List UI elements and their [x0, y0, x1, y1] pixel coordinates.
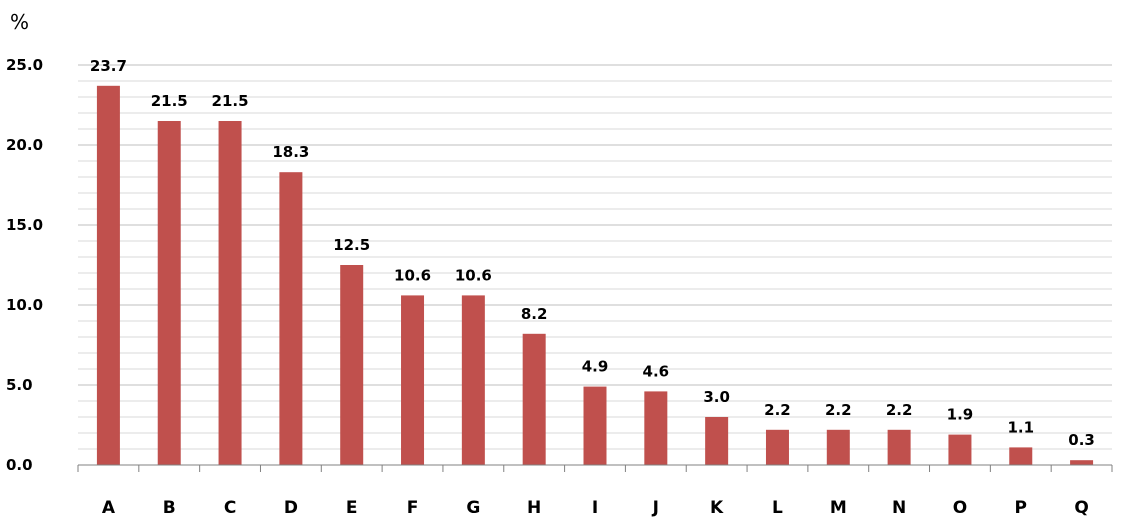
bar-f [401, 295, 425, 465]
bar-h [522, 333, 546, 465]
data-label: 21.5 [212, 92, 249, 110]
bar-m [826, 429, 850, 465]
category-label: I [592, 498, 598, 518]
bar-b [157, 121, 181, 465]
y-tick-label: 20.0 [6, 136, 43, 154]
x-axis-labels: A B C D E F G H I J K L M N O P Q [102, 498, 1089, 518]
category-label: O [953, 498, 967, 518]
data-label: 10.6 [394, 266, 431, 284]
category-label: N [892, 498, 906, 518]
data-label: 2.2 [764, 401, 791, 419]
data-label: 0.3 [1068, 431, 1095, 449]
category-label: H [527, 498, 541, 518]
category-label: J [652, 498, 659, 518]
bar-e [340, 265, 364, 465]
category-label: K [710, 498, 724, 518]
data-label: 23.7 [90, 57, 127, 75]
y-tick-label: 15.0 [6, 216, 43, 234]
bar-g [461, 295, 485, 465]
bar-a [96, 85, 120, 466]
data-label: 18.3 [272, 143, 309, 161]
category-label: F [407, 498, 419, 518]
data-label: 1.1 [1007, 418, 1034, 436]
bar-o [948, 434, 972, 465]
bar-l [765, 429, 789, 465]
category-label: P [1015, 498, 1027, 518]
y-axis-ticks: 0.0 5.0 10.0 15.0 20.0 25.0 [6, 56, 43, 474]
data-label: 21.5 [151, 92, 188, 110]
bar-d [279, 172, 303, 465]
bar-j [644, 391, 668, 465]
category-label: D [284, 498, 298, 518]
y-tick-label: 10.0 [6, 296, 43, 314]
category-label: L [772, 498, 783, 518]
data-label: 12.5 [333, 236, 370, 254]
data-label: 3.0 [703, 388, 730, 406]
y-tick-label: 25.0 [6, 56, 43, 74]
data-labels: 23.7 21.5 21.5 18.3 12.5 10.6 10.6 8.2 4.9 4.6 3.0… [90, 57, 1095, 449]
category-label: A [102, 498, 116, 518]
bar-c [218, 121, 242, 465]
data-label: 1.9 [947, 406, 974, 424]
y-tick-label: 0.0 [6, 456, 33, 474]
bar-p [1009, 447, 1033, 465]
category-label: G [466, 498, 480, 518]
bar-k [705, 417, 729, 465]
data-label: 8.2 [521, 305, 548, 323]
x-axis [77, 464, 1113, 472]
y-tick-label: 5.0 [6, 376, 33, 394]
category-label: B [163, 498, 176, 518]
category-label: C [224, 498, 236, 518]
data-label: 2.2 [825, 401, 852, 419]
category-label: M [830, 498, 847, 518]
category-label: E [346, 498, 358, 518]
bar-n [887, 429, 911, 465]
data-label: 2.2 [886, 401, 913, 419]
bar-q [1070, 460, 1094, 465]
category-label: Q [1074, 498, 1088, 518]
gridlines [78, 64, 1112, 450]
bar-i [583, 386, 607, 465]
bars [96, 85, 1094, 466]
data-label: 4.6 [643, 362, 670, 380]
y-axis-unit-label: % [10, 10, 29, 34]
data-label: 4.9 [582, 358, 609, 376]
data-label: 10.6 [455, 266, 492, 284]
